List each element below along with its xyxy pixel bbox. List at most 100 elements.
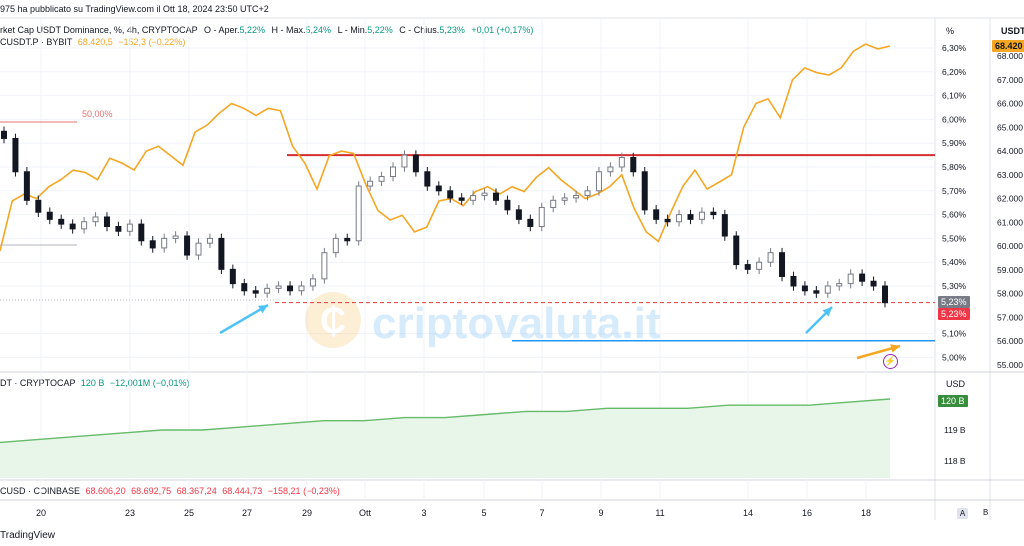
candle-body xyxy=(859,273,866,282)
candle-body xyxy=(435,185,442,192)
lightning-icon[interactable]: ⚡ xyxy=(883,354,898,369)
candle-body xyxy=(664,218,671,223)
candle-body xyxy=(584,190,591,197)
candle-body xyxy=(195,242,202,256)
candle-body xyxy=(481,192,488,197)
candle-body xyxy=(252,290,259,294)
percent-axis-header: % xyxy=(946,26,955,36)
usd-tick-label: 118 B xyxy=(944,456,966,466)
candle-body xyxy=(653,209,660,220)
candle-body xyxy=(12,137,19,173)
candle-body xyxy=(870,280,877,287)
candle-body xyxy=(744,264,751,270)
legend-change: +0,01 (+0,17%) xyxy=(471,25,534,35)
watermark-text: criptovaluta.it xyxy=(372,299,661,348)
pct-tick-label: 5,40% xyxy=(942,257,967,267)
usdt-tick-label: 64.000 xyxy=(997,146,1023,156)
candle-body xyxy=(206,237,213,244)
candle-body xyxy=(184,235,191,256)
legend-open-label: O - Aper. xyxy=(203,25,240,35)
pct-tick-label: 5,00% xyxy=(942,352,967,362)
usdt-area-fill xyxy=(0,399,890,478)
published-note: 975 ha pubblicato su TradingView.com il … xyxy=(0,4,269,14)
legend-close-value: 5,23% xyxy=(439,25,465,35)
x-tick-label: 23 xyxy=(125,508,135,518)
candle-body xyxy=(767,252,774,263)
candle-body xyxy=(824,285,831,294)
candle-body xyxy=(309,278,316,287)
legend-main: rket Cap USDT Dominance, %, 4h, CRYPTOCA… xyxy=(0,25,533,35)
candle-body xyxy=(538,206,545,228)
candle-body xyxy=(470,195,477,201)
candle-body xyxy=(515,209,522,220)
candle-body xyxy=(23,171,30,201)
usdt-tick-label: 59.000 xyxy=(997,265,1023,275)
legend-coinbase-symbol: CUSD · COINBASE xyxy=(0,486,81,496)
candle-body xyxy=(607,166,614,173)
x-tick-label: 14 xyxy=(743,508,753,518)
candle-body xyxy=(447,190,454,199)
legend-btc-value: 68.420,5 xyxy=(77,37,113,47)
candle-body xyxy=(1,130,7,139)
candle-body xyxy=(287,285,294,292)
pct-tick-label: 6,10% xyxy=(942,91,967,101)
legend-coinbase-high: 68.692,75 xyxy=(131,486,172,496)
x-tick-label: 16 xyxy=(802,508,812,518)
candle-body xyxy=(458,197,465,201)
candle-body xyxy=(149,240,156,249)
candle-body xyxy=(172,235,179,239)
legend-coinbase-change: −158,21 (−0,23%) xyxy=(267,486,340,496)
candle-body xyxy=(355,185,362,242)
candle-body xyxy=(801,285,808,292)
legend-usdt-value: 120 B xyxy=(80,378,105,388)
annotation-50-label: 50,00% xyxy=(82,109,113,119)
candle-body xyxy=(218,237,225,270)
usdt-tick-label: 58.000 xyxy=(997,289,1023,299)
candle-body xyxy=(378,176,385,182)
candle-body xyxy=(698,211,705,220)
usdt-tick-label: 55.000 xyxy=(997,360,1023,370)
pct-tick-label: 5,90% xyxy=(942,138,967,148)
x-tick-label: 27 xyxy=(242,508,252,518)
usdt-tick-label: 57.000 xyxy=(997,312,1023,322)
levels xyxy=(0,121,935,342)
candle-body xyxy=(241,283,248,292)
volume-badge: 120 B xyxy=(938,395,968,407)
auto-scale-button[interactable]: A xyxy=(957,508,968,519)
usdt-tick-label: 68.000 xyxy=(997,51,1023,61)
candle-body xyxy=(813,290,820,294)
candle-body xyxy=(332,237,339,254)
candle-body xyxy=(561,197,568,201)
candle-body xyxy=(367,180,374,187)
dominance-candles xyxy=(1,126,888,308)
pct-tick-label: 5,60% xyxy=(942,210,967,220)
candle-body xyxy=(527,218,534,228)
b-button[interactable]: B xyxy=(983,508,989,517)
candle-body xyxy=(790,275,797,287)
usdt-tick-label: 62.000 xyxy=(997,194,1023,204)
candle-body xyxy=(115,226,122,232)
legend-low-value: 5,22% xyxy=(367,25,393,35)
legend-btc-change: −152,3 (−0,22%) xyxy=(118,37,186,47)
legend-high-value: 5,24% xyxy=(305,25,332,35)
legend-btc: CUSDT.P · BYBIT 68.420,5 −152,3 (−0,22%) xyxy=(0,37,185,47)
legend-usdt: DT · CRYPTOCAP 120 B −12,001M (−0,01%) xyxy=(0,378,189,388)
candle-body xyxy=(275,285,282,289)
candle-body xyxy=(401,154,408,168)
usdt-area-line xyxy=(0,398,891,444)
candle-body xyxy=(264,287,271,294)
candle-body xyxy=(344,237,351,242)
candle-body xyxy=(92,216,99,223)
candle-body xyxy=(504,199,511,211)
x-tick-label: 7 xyxy=(539,508,544,518)
usdt-tick-label: 66.000 xyxy=(997,99,1023,109)
dominance-red-badge: 5,23% xyxy=(938,308,970,320)
btc-price-badge: 68.420 xyxy=(992,40,1024,52)
candle-body xyxy=(687,214,694,220)
candle-body xyxy=(229,268,236,285)
usdt-tick-label: 60.000 xyxy=(997,241,1023,251)
x-tick-label: 18 xyxy=(861,508,871,518)
x-tick-label: 3 xyxy=(421,508,426,518)
candle-body xyxy=(81,221,88,230)
legend-usdt-change: −12,001M (−0,01%) xyxy=(109,378,190,388)
